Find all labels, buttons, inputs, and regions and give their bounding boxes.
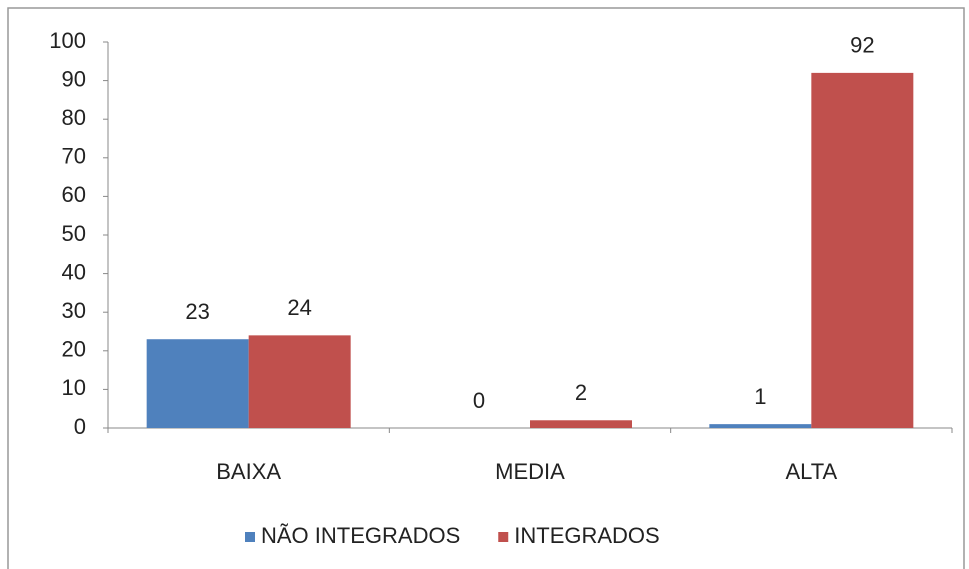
legend-label: NÃO INTEGRADOS xyxy=(261,523,460,548)
chart-frame xyxy=(7,7,965,569)
bar xyxy=(248,335,351,428)
data-label: 92 xyxy=(850,33,874,58)
legend-swatch xyxy=(498,532,509,542)
y-tick-label: 100 xyxy=(49,28,86,53)
bar xyxy=(709,424,812,428)
x-tick-label: MEDIA xyxy=(495,459,565,484)
y-tick-label: 90 xyxy=(62,66,86,91)
y-tick-label: 20 xyxy=(62,337,86,362)
bar xyxy=(530,420,632,428)
y-tick-label: 30 xyxy=(62,298,86,323)
bar xyxy=(146,339,249,428)
legend-swatch xyxy=(245,532,255,542)
data-label: 0 xyxy=(473,388,485,413)
y-tick-label: 10 xyxy=(62,375,86,400)
data-label: 23 xyxy=(185,299,209,324)
y-tick-label: 0 xyxy=(74,414,86,439)
x-tick-label: ALTA xyxy=(785,459,837,484)
y-tick-label: 60 xyxy=(62,182,86,207)
y-tick-label: 70 xyxy=(62,144,86,169)
legend-label: INTEGRADOS xyxy=(514,523,659,548)
bar xyxy=(811,72,914,428)
y-tick-label: 80 xyxy=(62,105,86,130)
y-tick-label: 40 xyxy=(62,259,86,284)
data-label: 2 xyxy=(575,380,587,405)
data-label: 1 xyxy=(754,384,766,409)
data-label: 24 xyxy=(287,295,311,320)
y-tick-label: 50 xyxy=(62,221,86,246)
x-tick-label: BAIXA xyxy=(216,459,281,484)
